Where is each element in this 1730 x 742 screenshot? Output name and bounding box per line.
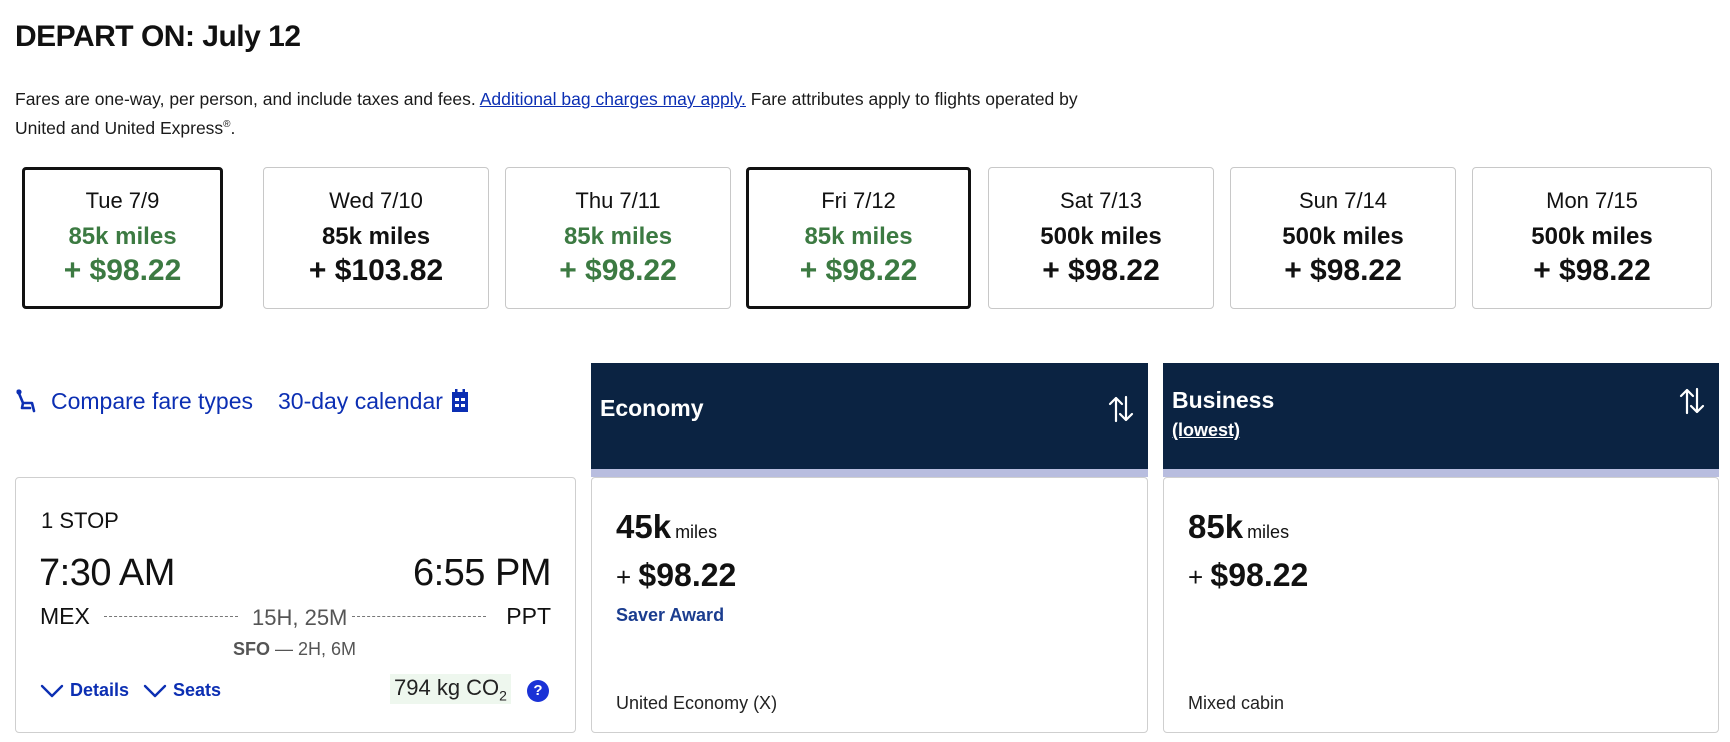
date-tile-tue-7-9[interactable]: Tue 7/9 85k miles + $98.22 xyxy=(22,167,223,309)
layover-airport: SFO xyxy=(233,639,271,659)
date-miles: 85k miles xyxy=(321,223,431,250)
calendar-icon xyxy=(451,388,477,414)
economy-award-type: Saver Award xyxy=(616,605,725,625)
date-price: + $98.22 xyxy=(1042,254,1160,287)
economy-column-header[interactable]: Economy xyxy=(591,363,1148,477)
date-label: Tue 7/9 xyxy=(85,188,160,213)
date-miles: 500k miles xyxy=(1040,223,1162,250)
seats-label: Seats xyxy=(173,680,222,700)
date-price: + $98.22 xyxy=(63,254,182,287)
layover-separator: — xyxy=(270,639,299,659)
date-miles: 85k miles xyxy=(563,223,673,250)
date-miles: 85k miles xyxy=(68,223,177,250)
sort-icon[interactable] xyxy=(1679,387,1705,415)
economy-miles: 45k miles xyxy=(616,508,717,546)
compare-fare-types-label: Compare fare types xyxy=(51,387,253,414)
sort-icon[interactable] xyxy=(1108,395,1134,423)
business-cabin-class: Mixed cabin xyxy=(1188,693,1285,713)
date-price: + $98.22 xyxy=(1284,254,1402,287)
co2-help-icon[interactable]: ? xyxy=(527,680,549,702)
business-lowest-link[interactable]: (lowest) xyxy=(1172,420,1241,440)
arrival-time: 6:55 PM xyxy=(412,552,552,594)
flight-links: Details Seats xyxy=(40,680,221,701)
economy-fare-card[interactable]: 45k miles + $98.22 Saver Award United Eco… xyxy=(591,477,1148,733)
calendar-link[interactable]: 30-day calendar xyxy=(278,388,477,415)
seat-icon xyxy=(15,388,41,414)
calendar-label: 30-day calendar xyxy=(277,387,443,414)
date-miles: 85k miles xyxy=(804,223,913,250)
economy-miles-unit: miles xyxy=(675,522,718,542)
date-price: + $98.22 xyxy=(799,254,918,287)
economy-miles-value: 45k xyxy=(616,508,672,545)
stops-count: 1 STOP xyxy=(41,508,119,533)
details-toggle[interactable]: Details xyxy=(40,680,129,701)
date-tile-mon-7-15[interactable]: Mon 7/15 500k miles + $98.22 xyxy=(1472,167,1712,309)
business-price-value: $98.22 xyxy=(1210,557,1309,593)
page-title: DEPART ON: July 12 xyxy=(15,20,301,53)
business-miles-unit: miles xyxy=(1247,522,1290,542)
business-miles-value: 85k xyxy=(1188,508,1244,545)
fare-toolbar: Compare fare types 30-day calendar xyxy=(15,383,477,419)
co2-value: 794 kg CO xyxy=(394,675,500,700)
date-tile-sun-7-14[interactable]: Sun 7/14 500k miles + $98.22 xyxy=(1230,167,1456,309)
date-miles: 500k miles xyxy=(1531,223,1653,250)
business-header-label: Business xyxy=(1172,387,1275,413)
date-tile-sat-7-13[interactable]: Sat 7/13 500k miles + $98.22 xyxy=(988,167,1214,309)
seats-toggle[interactable]: Seats xyxy=(143,680,221,701)
destination-airport: PPT xyxy=(506,603,551,629)
chevron-down-icon xyxy=(40,684,64,697)
compare-fare-types-link[interactable]: Compare fare types xyxy=(15,388,253,415)
layover-info: SFO — 2H, 6M xyxy=(233,639,356,660)
date-price: + $98.22 xyxy=(1533,254,1651,287)
date-label: Sun 7/14 xyxy=(1298,188,1388,213)
economy-price-plus: + xyxy=(616,562,639,592)
disclaimer-text-2: Fare attributes apply to flights operate… xyxy=(15,89,1078,138)
fare-disclaimer: Fares are one-way, per person, and inclu… xyxy=(15,86,1095,141)
co2-emissions: 794 kg CO2 xyxy=(390,674,511,705)
economy-price: + $98.22 xyxy=(616,557,736,594)
registered-mark: ® xyxy=(223,119,231,130)
date-price: + $103.82 xyxy=(308,254,444,287)
date-tile-thu-7-11[interactable]: Thu 7/11 85k miles + $98.22 xyxy=(505,167,731,309)
economy-cabin-class: United Economy (X) xyxy=(616,693,778,713)
date-selector: Tue 7/9 85k miles + $98.22 Wed 7/10 85k … xyxy=(22,167,1714,309)
business-miles: 85k miles xyxy=(1188,508,1289,546)
economy-header-label: Economy xyxy=(600,395,704,421)
date-miles: 500k miles xyxy=(1282,223,1404,250)
co2-subscript: 2 xyxy=(499,687,507,704)
chevron-down-icon xyxy=(143,684,167,697)
route-line-right xyxy=(352,616,486,617)
flight-card: 1 STOP 7:30 AM 6:55 PM MEX 15H, 25M PPT … xyxy=(15,477,576,733)
date-label: Mon 7/15 xyxy=(1546,188,1638,213)
date-label: Fri 7/12 xyxy=(821,188,896,213)
business-fare-card[interactable]: 85k miles + $98.22 Mixed cabin xyxy=(1163,477,1719,733)
date-label: Sat 7/13 xyxy=(1060,188,1142,213)
economy-price-value: $98.22 xyxy=(638,557,737,593)
disclaimer-period: . xyxy=(230,117,236,138)
origin-airport: MEX xyxy=(40,603,90,629)
business-price-plus: + xyxy=(1188,562,1211,592)
business-header-bar xyxy=(1163,469,1719,477)
business-price: + $98.22 xyxy=(1188,557,1308,594)
economy-header-bar xyxy=(591,469,1148,477)
disclaimer-text: Fares are one-way, per person, and inclu… xyxy=(15,89,480,109)
date-tile-fri-7-12[interactable]: Fri 7/12 85k miles + $98.22 xyxy=(746,167,971,309)
departure-time: 7:30 AM xyxy=(39,552,175,594)
layover-time: 2H, 6M xyxy=(298,639,357,659)
flight-duration: 15H, 25M xyxy=(252,605,348,630)
details-label: Details xyxy=(70,680,130,700)
date-price: + $98.22 xyxy=(559,254,677,287)
date-tile-wed-7-10[interactable]: Wed 7/10 85k miles + $103.82 xyxy=(263,167,489,309)
business-column-header[interactable]: Business (lowest) xyxy=(1163,363,1719,477)
date-label: Thu 7/11 xyxy=(575,188,661,213)
date-label: Wed 7/10 xyxy=(329,188,423,213)
bag-charges-link[interactable]: Additional bag charges may apply. xyxy=(479,89,746,109)
route-line-left xyxy=(104,616,238,617)
